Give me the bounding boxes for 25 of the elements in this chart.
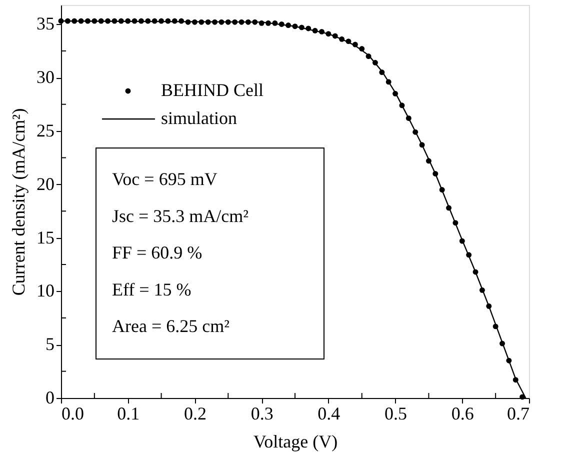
annotation: FF = 60.9 %	[112, 242, 202, 262]
y-tick-label: 35	[36, 14, 54, 34]
x-tick-label: 0.1	[117, 404, 140, 424]
y-tick-label: 0	[46, 388, 54, 408]
x-tick-label: 0.7	[507, 404, 530, 424]
annotation: Area = 6.25 cm²	[112, 316, 230, 336]
annotation: Eff = 15 %	[112, 279, 192, 300]
x-axis-title: Voltage (V)	[253, 432, 338, 452]
x-tick-label: 0.0	[62, 404, 84, 424]
y-tick-label: 10	[36, 280, 54, 301]
x-tick-label: 0.4	[318, 404, 340, 424]
x-tick-label: 0.3	[250, 404, 274, 424]
legend-label: simulation	[161, 108, 237, 128]
x-tick-label: 0.5	[384, 404, 408, 424]
x-tick-label: 0.6	[451, 404, 474, 424]
x-tick-label: 0.2	[184, 404, 206, 424]
annotation: Voc = 695 mV	[112, 169, 218, 189]
legend-label: BEHIND Cell	[161, 80, 264, 100]
y-tick-label: 15	[36, 227, 54, 248]
y-tick-label: 20	[36, 174, 54, 194]
y-tick-label: 30	[36, 67, 54, 88]
y-axis-title: Current density (mA/cm²)	[8, 108, 28, 296]
annotation: Jsc = 35.3 mA/cm²	[112, 206, 249, 226]
y-tick-label: 25	[36, 120, 54, 141]
y-tick-label: 5	[46, 334, 54, 354]
